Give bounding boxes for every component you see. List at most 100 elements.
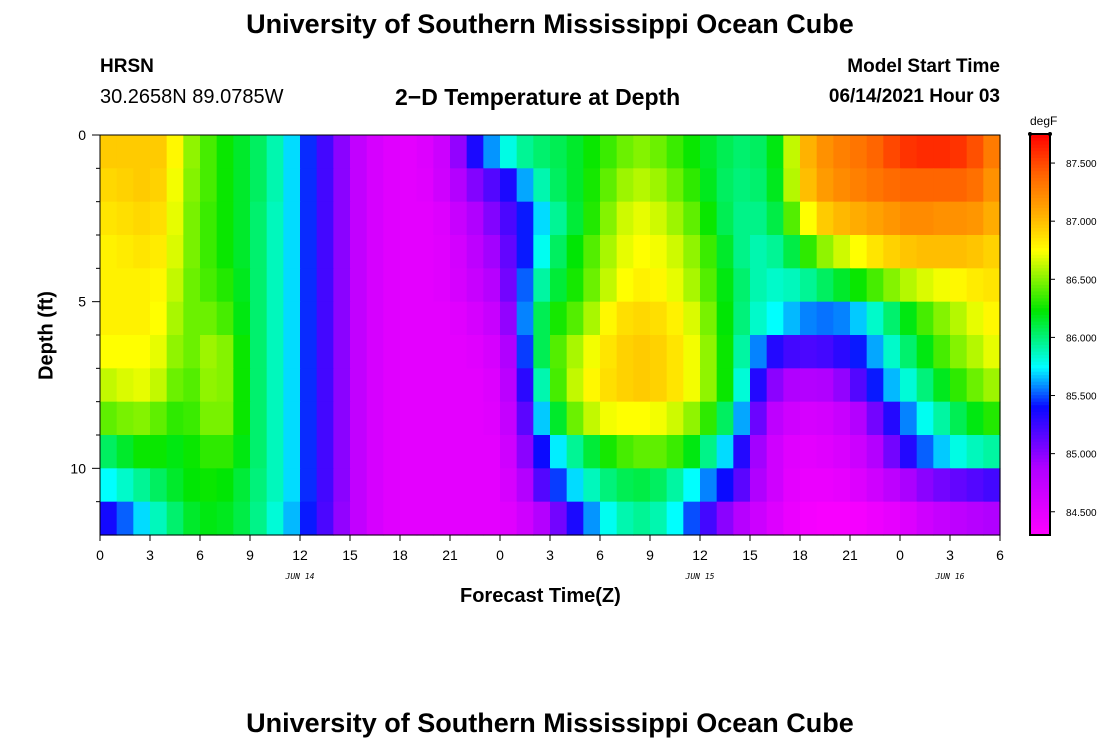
colorbar-corner-dot [1028,132,1032,136]
heatmap-cell [983,201,1001,236]
heatmap-cell [216,235,234,269]
heatmap-cell [683,135,701,169]
heatmap-cell [366,135,384,169]
heatmap-cell [916,435,934,469]
heatmap-cell [983,301,1001,336]
heatmap-cell [783,168,801,203]
colorbar-swatch [1030,150,1050,155]
heatmap-cell [283,501,301,536]
heatmap-cell [916,335,934,369]
heatmap-cell [733,301,751,336]
colorbar-swatch [1030,314,1050,319]
heatmap-cell [850,235,868,269]
heatmap-cell [266,501,284,536]
colorbar-swatch [1030,207,1050,212]
colorbar-swatch [1030,327,1050,332]
heatmap-cell [350,335,368,369]
heatmap-cell [600,301,618,336]
colorbar-swatch [1030,528,1050,533]
heatmap-cell [216,201,234,236]
heatmap-cell [500,435,518,469]
heatmap-cell [133,468,151,503]
colorbar-swatch [1030,381,1050,386]
heatmap-cell [350,268,368,303]
heatmap-cell [966,368,984,403]
heatmap-cell [900,435,918,469]
heatmap-cell [850,335,868,369]
heatmap-cell [816,301,834,336]
heatmap-cell [950,401,968,436]
heatmap-cell [533,368,551,403]
heatmap-cell [116,501,134,536]
heatmap-cell [233,368,251,403]
heatmap-cell [550,335,568,369]
colorbar-swatch [1030,240,1050,245]
heatmap-cell [483,135,501,169]
heatmap-cell [100,501,118,536]
heatmap-cell [266,435,284,469]
heatmap-cell [300,401,318,436]
heatmap-cell [716,501,734,536]
heatmap-cell [916,201,934,236]
heatmap-cell [483,301,501,336]
heatmap-cell [233,135,251,169]
heatmap-cell [100,235,118,269]
heatmap-cell [516,201,534,236]
colorbar-swatch [1030,371,1050,376]
heatmap-cell [450,335,468,369]
y-tick-label: 10 [70,460,86,476]
heatmap-cell [283,335,301,369]
heatmap-cell [650,201,668,236]
heatmap-cell [716,268,734,303]
colorbar-swatch [1030,364,1050,369]
heatmap-cell [600,168,618,203]
heatmap-cell [616,201,634,236]
heatmap-cell [966,401,984,436]
colorbar-swatch [1030,377,1050,382]
colorbar-tick-label: 85.000 [1066,450,1097,461]
heatmap-cell [583,201,601,236]
colorbar-swatch [1030,414,1050,419]
heatmap-cell [116,368,134,403]
heatmap-cell [950,201,968,236]
heatmap-cell [500,335,518,369]
heatmap-cell [150,435,168,469]
heatmap-cell [366,468,384,503]
heatmap-cell [933,335,951,369]
heatmap-cell [216,401,234,436]
heatmap-cell [766,135,784,169]
heatmap-cell [216,335,234,369]
colorbar-swatch [1030,217,1050,222]
heatmap-cell [200,401,218,436]
colorbar-swatch [1030,387,1050,392]
heatmap-cell [900,135,918,169]
heatmap-cell [916,368,934,403]
heatmap-cell [400,268,418,303]
heatmap-cell [700,501,718,536]
heatmap-cell [383,168,401,203]
heatmap-cell [500,368,518,403]
colorbar-unit: degF [1030,114,1058,128]
colorbar-swatch [1030,404,1050,409]
heatmap-cell [250,335,268,369]
heatmap-cell [116,435,134,469]
heatmap-cell [683,368,701,403]
heatmap-cell [800,235,818,269]
heatmap-cell [833,435,851,469]
heatmap-cell [633,201,651,236]
heatmap-cell [750,501,768,536]
heatmap-cell [833,335,851,369]
heatmap-cell [416,501,434,536]
colorbar-swatch [1030,321,1050,325]
heatmap-cell [266,268,284,303]
heatmap-cell [250,368,268,403]
heatmap-cell [933,401,951,436]
heatmap-cell [766,235,784,269]
heatmap-cell [366,401,384,436]
heatmap-cell [900,401,918,436]
heatmap-cell [666,468,684,503]
heatmap-cell [100,368,118,403]
heatmap-cell [983,168,1001,203]
heatmap-cell [966,301,984,336]
colorbar-swatch [1030,448,1050,452]
